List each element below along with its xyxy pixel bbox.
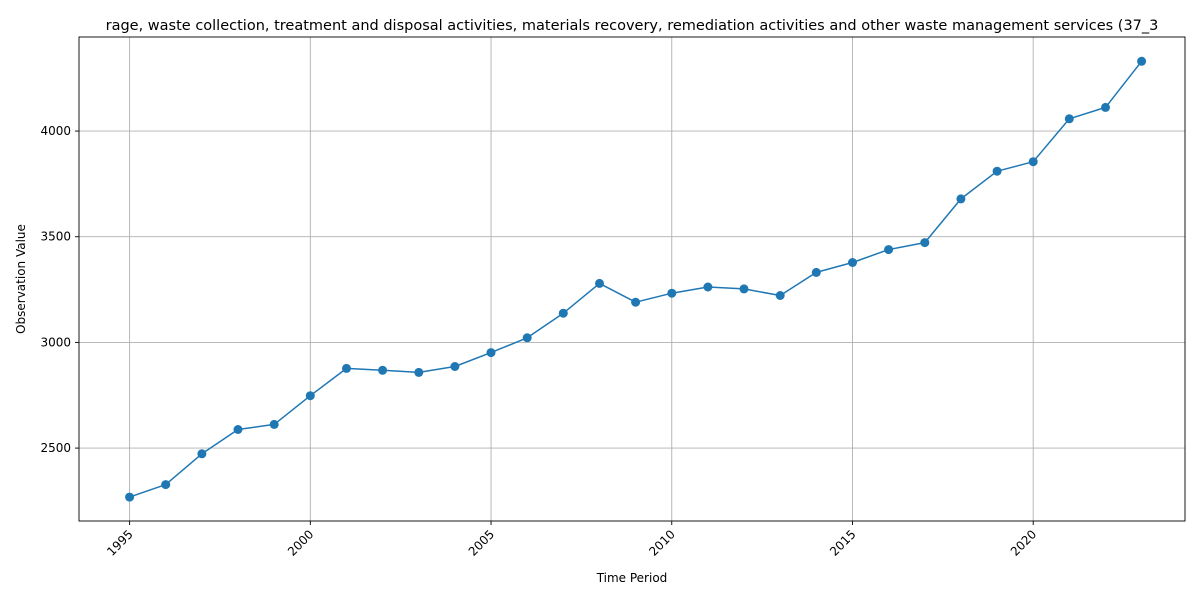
data-point (848, 258, 857, 267)
data-point (269, 419, 279, 429)
plot-frame (78, 36, 1186, 522)
data-point (197, 449, 207, 459)
data-point (558, 308, 568, 318)
data-point (125, 492, 135, 502)
y-tick-label: 2500 (40, 441, 71, 455)
y-axis-ticks: 2500 3000 3500 4000 (40, 124, 79, 455)
data-point (920, 238, 930, 248)
series-line-group (125, 56, 1147, 502)
data-point (667, 288, 677, 298)
x-axis-label: Time Period (596, 571, 668, 585)
y-axis-label: Observation Value (14, 224, 28, 334)
data-point (305, 391, 315, 401)
data-point (1137, 56, 1147, 66)
data-point (703, 282, 713, 292)
chart-title: rage, waste collection, treatment and di… (106, 18, 1159, 34)
data-point (378, 365, 388, 375)
data-point (1028, 157, 1038, 167)
y-tick-label: 3000 (40, 335, 71, 349)
data-point (775, 291, 785, 300)
data-point (811, 267, 821, 277)
data-point (233, 425, 243, 434)
y-tick-label: 4000 (40, 124, 71, 138)
data-point (486, 348, 496, 358)
data-point (992, 166, 1002, 176)
data-point (161, 480, 171, 490)
grid-lines (79, 37, 1185, 521)
data-point (414, 367, 424, 377)
data-point (631, 297, 641, 307)
data-point (522, 333, 532, 343)
data-point (595, 278, 604, 288)
data-point (739, 284, 749, 294)
y-tick-label: 3500 (40, 230, 71, 244)
data-point (450, 362, 460, 371)
data-point (956, 194, 966, 204)
data-point (884, 245, 894, 255)
data-point (342, 363, 351, 373)
data-point (1101, 102, 1110, 112)
data-point (1064, 114, 1074, 124)
